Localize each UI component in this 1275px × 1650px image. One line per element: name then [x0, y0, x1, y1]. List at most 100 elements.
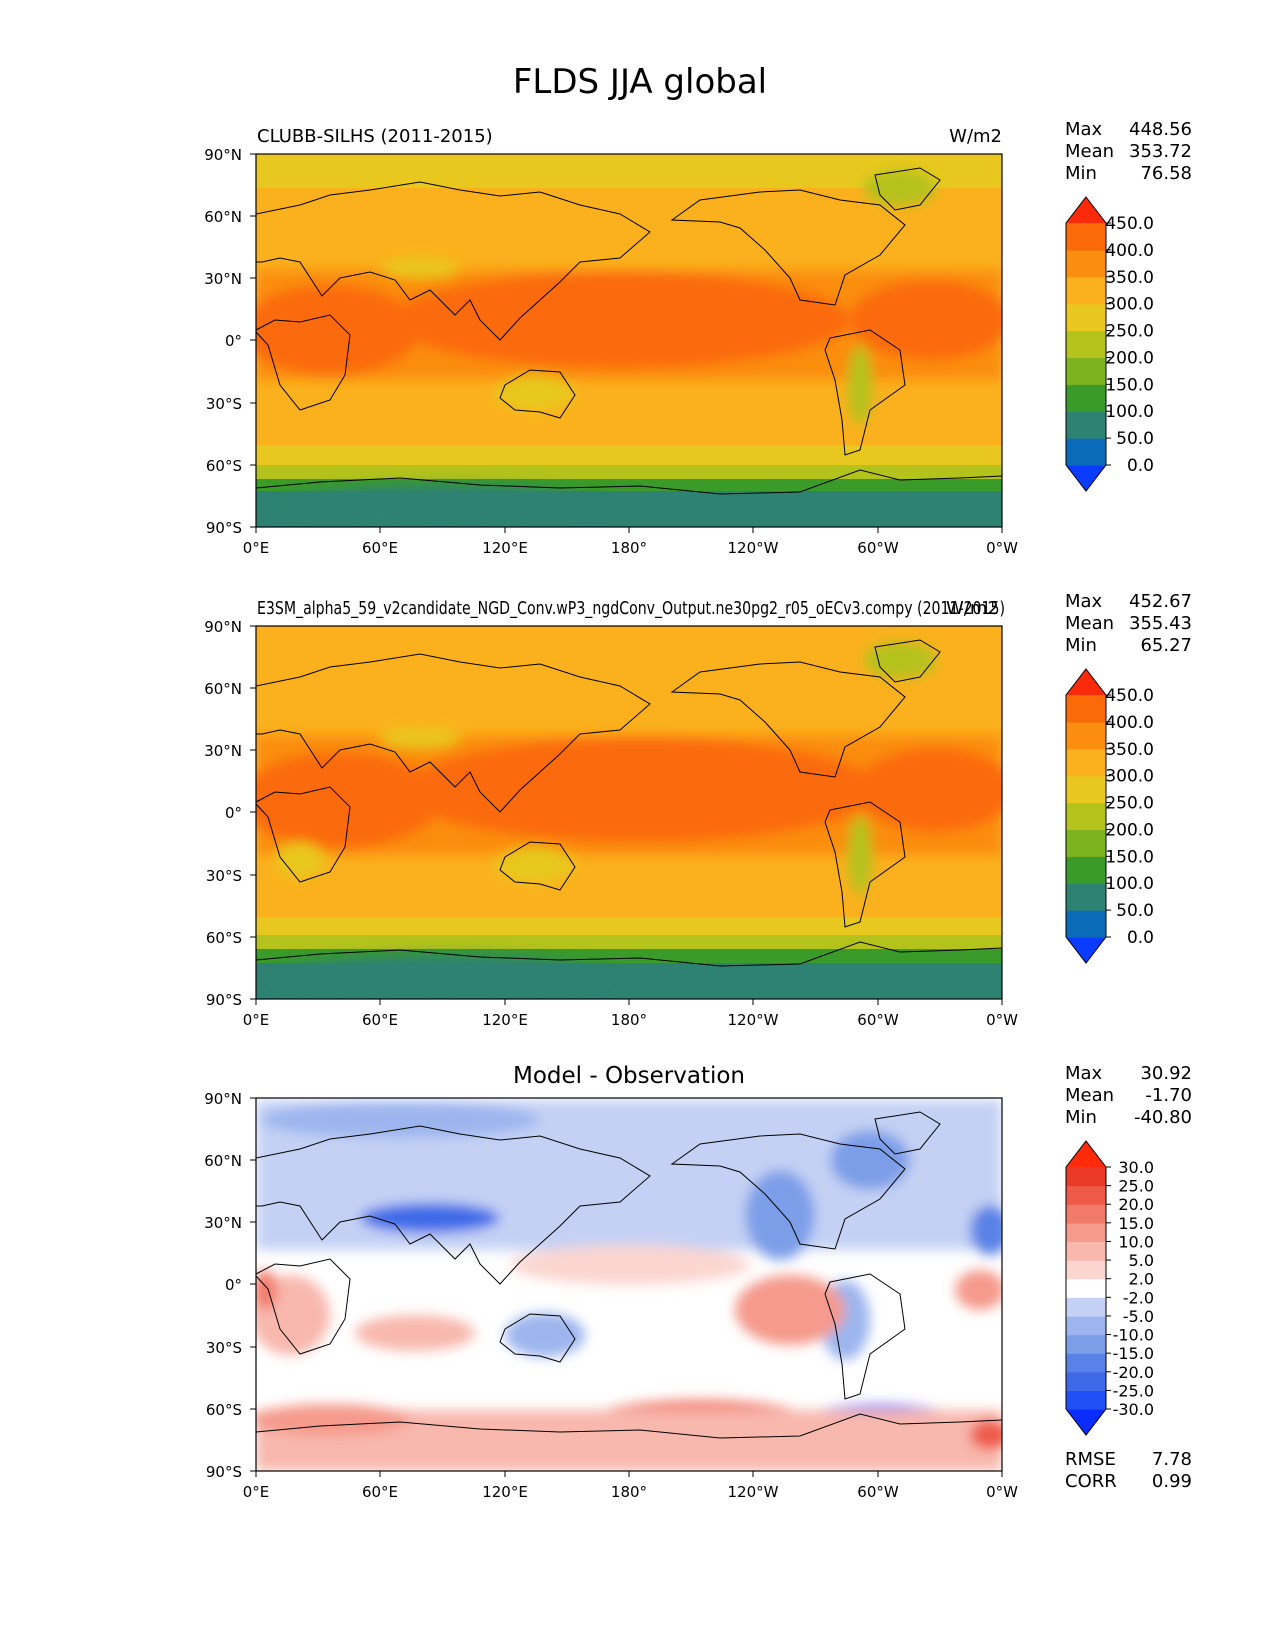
colorbar-segment — [1066, 1185, 1106, 1205]
colorbar-segment — [1066, 1241, 1106, 1261]
colorbar-tick-label: 0.0 — [1127, 456, 1154, 476]
panel-test: E3SM_alpha5_59_v2candidate_NGD_Conv.wP3_… — [204, 591, 1192, 1029]
colorbar-tick-label: 200.0 — [1105, 820, 1154, 840]
diff-negative — [970, 1205, 1002, 1255]
colorbar-segment — [1066, 438, 1106, 466]
y-tick-label: 30°N — [204, 270, 242, 288]
antarctic-cold — [270, 955, 610, 999]
colorbar-segment — [1066, 1278, 1106, 1298]
colorbar-segment — [1066, 1390, 1106, 1410]
diff-negative — [360, 1203, 500, 1233]
colorbar-tick-label: 400.0 — [1105, 241, 1154, 261]
stat-mean-label: Mean — [1065, 613, 1114, 634]
y-tick-label: 60°N — [204, 208, 242, 226]
stat-min-label: Min — [1065, 635, 1097, 656]
coast-south-america — [824, 1273, 906, 1400]
colorbar-tick-label: 20.0 — [1118, 1195, 1154, 1214]
panel-reference: CLUBB-SILHS (2011-2015) W/m2 — [204, 119, 1192, 557]
y-tick-label: 60°S — [206, 929, 242, 947]
y-tick-label: 90°S — [206, 519, 242, 537]
coast-antarctica — [256, 469, 1002, 495]
colorbar-segment — [1066, 1204, 1106, 1224]
y-axis: 90°N 60°N 30°N 0° 30°S 60°S 90°S — [204, 1090, 256, 1481]
colorbar-tick-label: 350.0 — [1105, 268, 1154, 288]
field-band — [256, 465, 1002, 479]
colorbar-segment — [1066, 1353, 1106, 1373]
colorbar-tick-label: -25.0 — [1113, 1381, 1154, 1400]
stat-max-label: Max — [1065, 119, 1103, 140]
warm-pool — [390, 272, 850, 368]
stats-block: Max 448.56 Mean 353.72 Min 76.58 — [1065, 119, 1192, 184]
colorbar-tick-label: 450.0 — [1105, 214, 1154, 234]
coastlines — [256, 167, 1002, 495]
y-tick-label: 60°S — [206, 457, 242, 475]
y-axis: 90°N 60°N 30°N 0° 30°S 60°S 90°S — [204, 618, 256, 1009]
andes-cold — [848, 815, 872, 895]
y-tick-label: 60°N — [204, 1152, 242, 1170]
colorbar-segment — [1066, 357, 1106, 385]
diff-positive — [510, 1245, 750, 1285]
x-axis: 0°E 60°E 120°E 180° 120°W 60°W 0°W — [243, 527, 1018, 557]
colorbar-segment — [1066, 384, 1106, 412]
australia-dry — [495, 375, 575, 411]
diff-positive — [355, 1315, 475, 1351]
diff-positive — [735, 1275, 845, 1345]
colorbar-extend-max — [1066, 1141, 1106, 1167]
map-field — [256, 1098, 1002, 1471]
warm-pool — [256, 752, 440, 848]
colorbar-segment — [1066, 1371, 1106, 1391]
y-tick-label: 90°N — [204, 618, 242, 636]
colorbar-tick-label: 2.0 — [1129, 1270, 1154, 1289]
x-tick-label: 120°W — [728, 1011, 779, 1029]
coast-eurasia — [256, 653, 651, 813]
y-tick-label: 60°S — [206, 1401, 242, 1419]
stat-max-label: Max — [1065, 591, 1103, 612]
colorbar-extend-max — [1066, 197, 1106, 223]
colorbar-tick-label: -10.0 — [1113, 1326, 1154, 1345]
colorbar-segment — [1066, 802, 1106, 831]
coast-greenland — [874, 167, 941, 211]
stat-min-value: 76.58 — [1140, 163, 1192, 184]
stat-min-label: Min — [1065, 1107, 1097, 1128]
colorbar-segment — [1066, 883, 1106, 911]
x-tick-label: 180° — [611, 1011, 647, 1029]
colorbar-tick-label: 450.0 — [1105, 686, 1154, 706]
y-tick-label: 90°N — [204, 146, 242, 164]
x-tick-label: 180° — [611, 1483, 647, 1501]
panel-difference: Model - Observation — [204, 1063, 1192, 1501]
y-tick-label: 90°N — [204, 1090, 242, 1108]
colorbar-segment — [1066, 1297, 1106, 1317]
colorbar-tick-label: -5.0 — [1123, 1307, 1154, 1326]
x-tick-label: 60°E — [362, 1483, 398, 1501]
panel-title-left: CLUBB-SILHS (2011-2015) — [257, 126, 493, 147]
coast-eurasia — [256, 181, 651, 341]
colorbar-segment — [1066, 748, 1106, 777]
x-tick-label: 0°E — [243, 1011, 270, 1029]
figure-title: FLDS JJA global — [513, 62, 767, 102]
coast-north-america — [670, 661, 906, 778]
y-tick-label: 30°N — [204, 1214, 242, 1232]
colorbar-tick-label: 50.0 — [1116, 901, 1154, 921]
tibet-cold — [380, 258, 460, 278]
colorbar-extend-min — [1066, 1409, 1106, 1435]
x-tick-label: 120°E — [482, 1011, 528, 1029]
africa-dry — [275, 842, 325, 878]
colorbar-tick-label: -30.0 — [1113, 1400, 1154, 1419]
coast-south-america — [824, 801, 906, 928]
colorbar-tick-label: 300.0 — [1105, 295, 1154, 315]
y-tick-label: 90°S — [206, 1463, 242, 1481]
x-tick-label: 0°E — [243, 539, 270, 557]
colorbar-extend-max — [1066, 669, 1106, 695]
coast-australia — [499, 1313, 576, 1363]
colorbar-tick-label: 350.0 — [1105, 740, 1154, 760]
y-tick-label: 30°S — [206, 395, 242, 413]
y-tick-label: 0° — [225, 804, 242, 822]
y-tick-label: 60°N — [204, 680, 242, 698]
coast-australia — [499, 841, 576, 891]
tibet-cold — [380, 728, 460, 748]
colorbar: -30.0-25.0-20.0-15.0-10.0-5.0-2.02.05.01… — [1065, 1140, 1154, 1436]
colorbar-segment — [1066, 1222, 1106, 1243]
x-tick-label: 60°E — [362, 1011, 398, 1029]
metric-rmse-label: RMSE — [1065, 1449, 1116, 1470]
y-tick-label: 0° — [225, 332, 242, 350]
